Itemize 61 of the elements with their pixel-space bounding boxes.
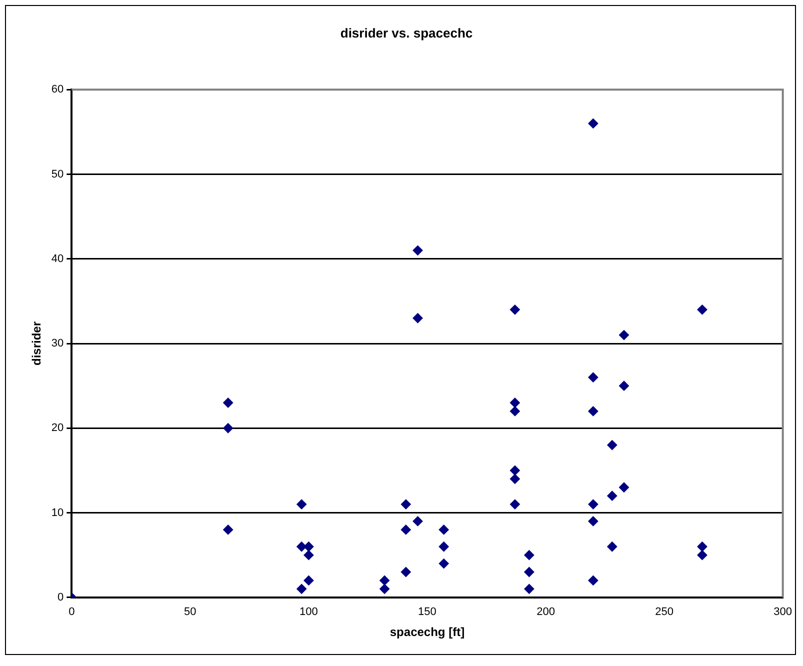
y-tick-label: 60 <box>51 84 64 96</box>
point <box>618 482 629 492</box>
point <box>412 245 423 256</box>
point <box>618 380 629 391</box>
point <box>588 406 598 416</box>
point <box>223 398 234 408</box>
point <box>296 584 307 594</box>
point <box>588 575 598 586</box>
point <box>588 118 598 128</box>
y-tick-label: 0 <box>58 591 64 604</box>
y-tick-label: 50 <box>51 168 64 180</box>
y-tick-label: 10 <box>51 506 64 519</box>
point <box>510 398 520 408</box>
point <box>223 524 234 535</box>
point <box>296 542 307 552</box>
point <box>412 516 423 526</box>
point <box>524 584 534 594</box>
x-tick-label: 200 <box>536 606 555 618</box>
point <box>510 499 520 510</box>
x-tick-label: 250 <box>655 606 674 618</box>
point <box>510 474 520 484</box>
y-tick-label: 20 <box>51 422 64 434</box>
point <box>380 584 390 594</box>
point <box>697 542 708 552</box>
x-tick-label: 100 <box>300 606 318 618</box>
point <box>400 567 411 578</box>
point <box>510 406 520 416</box>
point <box>304 542 314 552</box>
point <box>607 490 618 501</box>
x-tick-label: 300 <box>774 606 792 618</box>
point <box>510 465 520 476</box>
point <box>510 304 520 315</box>
point <box>400 524 411 535</box>
y-tick-label: 30 <box>51 338 64 350</box>
point <box>588 372 598 382</box>
x-axis-title: spacechg [ft] <box>390 625 465 640</box>
point <box>697 304 708 315</box>
point <box>607 440 618 450</box>
point <box>524 550 534 560</box>
point <box>412 313 423 324</box>
point <box>697 550 708 560</box>
y-axis-title: disrider <box>30 321 44 366</box>
x-tick-label: 50 <box>184 606 196 618</box>
point <box>304 550 314 560</box>
point <box>588 499 598 510</box>
point <box>400 499 411 510</box>
point <box>607 542 618 552</box>
point <box>438 524 449 535</box>
point <box>438 558 449 569</box>
point <box>223 423 234 434</box>
point <box>588 516 598 526</box>
y-tick-label: 40 <box>51 252 64 265</box>
chart-title: disrider vs. spacechc <box>340 25 473 40</box>
point <box>380 575 390 586</box>
x-tick-label: 0 <box>68 606 75 618</box>
point <box>296 499 307 510</box>
point <box>524 567 534 578</box>
point <box>438 542 449 552</box>
point <box>304 575 314 586</box>
x-tick-label: 150 <box>418 606 436 618</box>
point <box>618 330 629 340</box>
